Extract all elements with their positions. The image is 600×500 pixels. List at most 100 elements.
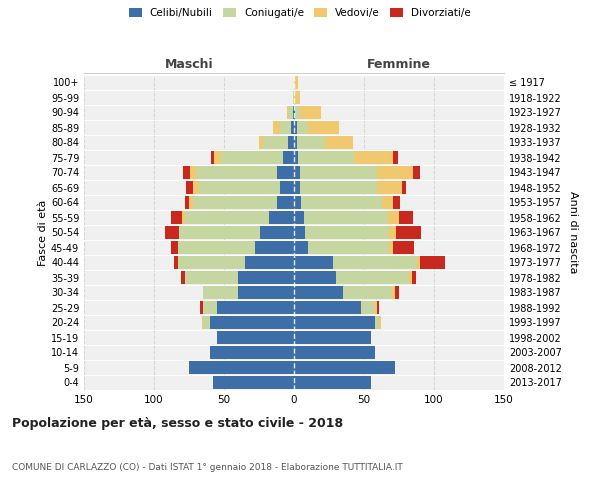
Bar xyxy=(193,196,277,209)
Bar xyxy=(409,271,412,284)
Bar xyxy=(273,121,280,134)
Bar xyxy=(294,91,299,104)
Bar xyxy=(389,226,396,239)
Bar xyxy=(294,256,333,269)
Bar xyxy=(298,151,354,164)
Bar xyxy=(308,121,339,134)
Bar xyxy=(354,151,394,164)
Bar xyxy=(299,181,377,194)
Bar xyxy=(294,346,375,359)
Bar xyxy=(333,256,417,269)
Bar xyxy=(277,196,294,209)
Bar xyxy=(203,301,217,314)
Bar xyxy=(280,121,291,134)
Bar xyxy=(263,136,289,149)
Bar xyxy=(336,271,409,284)
Bar xyxy=(203,316,210,329)
Bar xyxy=(287,106,289,119)
Bar xyxy=(417,256,420,269)
Bar xyxy=(294,106,295,119)
Bar xyxy=(305,226,389,239)
Bar xyxy=(294,76,295,89)
Bar xyxy=(283,151,294,164)
Bar xyxy=(295,76,298,89)
Bar xyxy=(294,211,304,224)
Bar xyxy=(185,271,238,284)
Bar xyxy=(289,136,294,149)
Bar xyxy=(375,301,377,314)
Bar xyxy=(388,211,399,224)
Bar xyxy=(294,136,297,149)
Bar xyxy=(173,256,178,269)
Bar xyxy=(299,106,320,119)
Bar xyxy=(255,241,294,254)
Bar xyxy=(295,106,299,119)
Bar xyxy=(280,181,294,194)
Bar xyxy=(294,286,343,299)
Bar xyxy=(294,331,371,344)
Bar xyxy=(277,166,294,179)
Bar xyxy=(214,151,221,164)
Bar xyxy=(394,241,415,254)
Bar xyxy=(294,196,301,209)
Bar xyxy=(213,376,294,389)
Bar xyxy=(377,301,379,314)
Bar xyxy=(178,241,255,254)
Bar xyxy=(413,166,420,179)
Bar xyxy=(297,136,325,149)
Bar xyxy=(294,226,305,239)
Bar xyxy=(294,166,299,179)
Bar xyxy=(217,331,294,344)
Bar xyxy=(293,91,294,104)
Bar xyxy=(395,286,399,299)
Bar xyxy=(210,316,294,329)
Bar xyxy=(199,181,280,194)
Bar xyxy=(185,196,189,209)
Bar xyxy=(299,166,377,179)
Bar xyxy=(259,136,263,149)
Bar xyxy=(399,211,413,224)
Bar xyxy=(210,346,294,359)
Bar xyxy=(181,271,185,284)
Bar xyxy=(301,196,382,209)
Bar xyxy=(382,196,394,209)
Bar xyxy=(193,181,199,194)
Bar xyxy=(294,376,371,389)
Bar xyxy=(394,196,400,209)
Bar xyxy=(294,271,336,284)
Bar xyxy=(361,301,375,314)
Bar xyxy=(196,166,277,179)
Bar xyxy=(379,316,381,329)
Legend: Celibi/Nubili, Coniugati/e, Vedovi/e, Divorziati/e: Celibi/Nubili, Coniugati/e, Vedovi/e, Di… xyxy=(126,5,474,21)
Bar xyxy=(396,226,421,239)
Bar xyxy=(269,211,294,224)
Text: Femmine: Femmine xyxy=(367,58,431,70)
Bar xyxy=(402,181,406,194)
Bar xyxy=(294,181,299,194)
Bar xyxy=(182,211,185,224)
Bar xyxy=(412,271,416,284)
Text: COMUNE DI CARLAZZO (CO) - Dati ISTAT 1° gennaio 2018 - Elaborazione TUTTITALIA.I: COMUNE DI CARLAZZO (CO) - Dati ISTAT 1° … xyxy=(12,463,403,472)
Text: Maschi: Maschi xyxy=(164,58,214,70)
Bar xyxy=(260,226,294,239)
Bar xyxy=(389,241,394,254)
Bar xyxy=(190,166,196,179)
Bar xyxy=(394,151,398,164)
Text: Popolazione per età, sesso e stato civile - 2018: Popolazione per età, sesso e stato civil… xyxy=(12,418,343,430)
Bar xyxy=(304,211,388,224)
Bar xyxy=(294,121,297,134)
Bar xyxy=(179,226,260,239)
Bar xyxy=(189,196,193,209)
Bar xyxy=(375,316,379,329)
Bar xyxy=(203,286,238,299)
Bar xyxy=(377,181,402,194)
Bar xyxy=(420,256,445,269)
Y-axis label: Fasce di età: Fasce di età xyxy=(38,200,48,266)
Bar xyxy=(189,361,294,374)
Bar xyxy=(294,301,361,314)
Bar xyxy=(377,166,413,179)
Bar xyxy=(186,181,193,194)
Bar xyxy=(289,106,293,119)
Bar xyxy=(297,121,308,134)
Bar xyxy=(325,136,353,149)
